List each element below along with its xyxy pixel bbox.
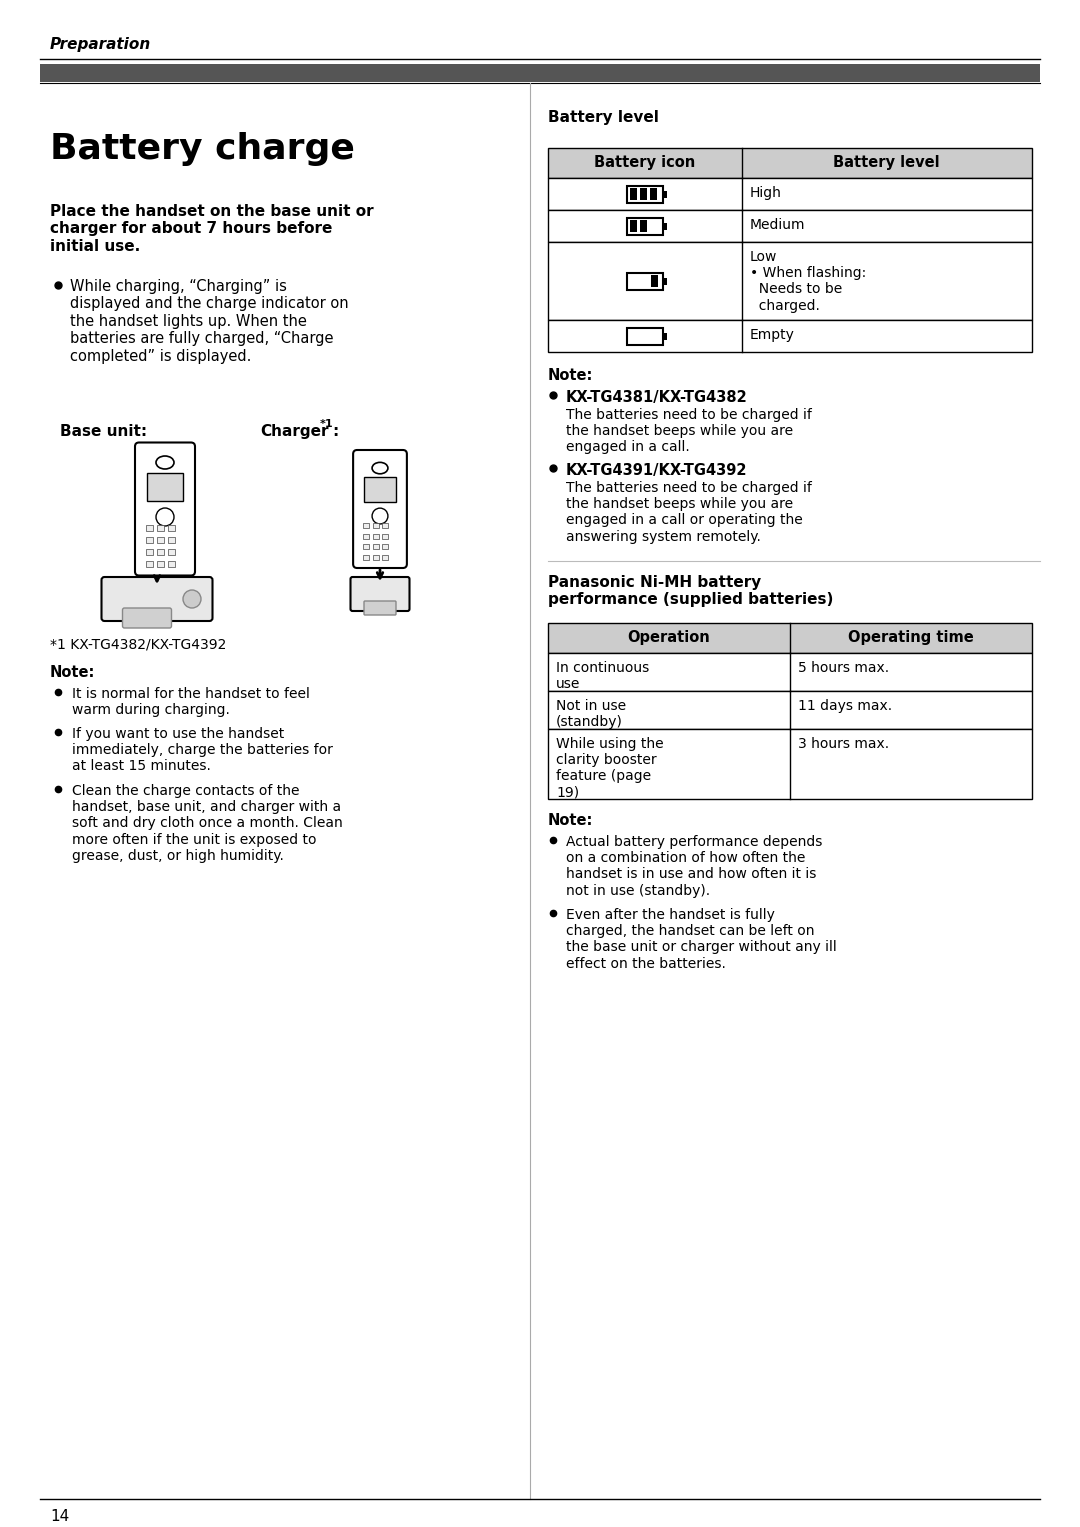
Text: KX-TG4381/KX-TG4382: KX-TG4381/KX-TG4382	[566, 389, 747, 405]
Text: The batteries need to be charged if
the handset beeps while you are
engaged in a: The batteries need to be charged if the …	[566, 481, 812, 544]
Text: Medium: Medium	[750, 218, 805, 232]
Bar	[146, 538, 152, 544]
Bar	[146, 550, 152, 554]
Bar	[363, 524, 369, 528]
Bar	[167, 525, 175, 531]
Bar	[157, 525, 163, 531]
Text: Operating time: Operating time	[848, 631, 974, 644]
Text: Operation: Operation	[627, 631, 711, 644]
Bar	[157, 538, 163, 544]
Bar	[167, 550, 175, 554]
Bar	[40, 64, 1040, 82]
Bar	[548, 728, 1032, 799]
Bar	[626, 272, 663, 290]
FancyBboxPatch shape	[102, 577, 213, 621]
Text: Battery level: Battery level	[548, 110, 659, 125]
Bar	[630, 188, 637, 200]
Text: Note:: Note:	[548, 812, 593, 828]
Bar	[663, 333, 666, 339]
Bar	[373, 524, 379, 528]
Text: Charger: Charger	[260, 425, 328, 438]
Bar	[626, 217, 663, 235]
Bar	[548, 654, 1032, 692]
Bar	[146, 525, 152, 531]
FancyBboxPatch shape	[364, 602, 396, 615]
Bar	[651, 275, 658, 287]
Bar	[663, 223, 666, 229]
Bar	[157, 560, 163, 567]
Bar	[548, 692, 1032, 728]
Text: KX-TG4391/KX-TG4392: KX-TG4391/KX-TG4392	[566, 463, 747, 478]
Bar	[382, 524, 389, 528]
Text: It is normal for the handset to feel
warm during charging.: It is normal for the handset to feel war…	[72, 687, 310, 718]
Bar	[382, 544, 389, 550]
Text: 3 hours max.: 3 hours max.	[798, 738, 889, 751]
Bar	[548, 211, 1032, 241]
Text: Battery icon: Battery icon	[594, 156, 696, 169]
Text: Preparation: Preparation	[50, 37, 151, 52]
Text: While charging, “Charging” is
displayed and the charge indicator on
the handset : While charging, “Charging” is displayed …	[70, 279, 349, 363]
Bar	[548, 623, 1032, 654]
Text: Clean the charge contacts of the
handset, base unit, and charger with a
soft and: Clean the charge contacts of the handset…	[72, 783, 342, 863]
Text: The batteries need to be charged if
the handset beeps while you are
engaged in a: The batteries need to be charged if the …	[566, 408, 812, 455]
Text: In continuous
use: In continuous use	[556, 661, 649, 692]
Bar	[157, 550, 163, 554]
FancyBboxPatch shape	[135, 443, 195, 576]
Bar	[146, 560, 152, 567]
Bar	[548, 179, 1032, 211]
Bar	[639, 220, 647, 232]
Text: Base unit:: Base unit:	[60, 425, 147, 438]
Text: Note:: Note:	[548, 368, 593, 383]
Text: High: High	[750, 186, 782, 200]
Bar	[650, 188, 657, 200]
Bar	[373, 544, 379, 550]
Text: 5 hours max.: 5 hours max.	[798, 661, 889, 675]
Text: While using the
clarity booster
feature (page
19): While using the clarity booster feature …	[556, 738, 663, 800]
Text: If you want to use the handset
immediately, charge the batteries for
at least 15: If you want to use the handset immediate…	[72, 727, 333, 773]
Bar	[147, 473, 183, 501]
Text: Place the handset on the base unit or
charger for about 7 hours before
initial u: Place the handset on the base unit or ch…	[50, 205, 374, 253]
Bar	[363, 554, 369, 560]
Text: 11 days max.: 11 days max.	[798, 699, 892, 713]
Bar	[548, 321, 1032, 353]
Text: 14: 14	[50, 1509, 69, 1524]
Text: *1 KX-TG4382/KX-TG4392: *1 KX-TG4382/KX-TG4392	[50, 637, 227, 651]
Text: *1: *1	[320, 418, 334, 429]
Text: Actual battery performance depends
on a combination of how often the
handset is : Actual battery performance depends on a …	[566, 835, 822, 898]
Bar	[548, 148, 1032, 179]
Bar	[626, 327, 663, 345]
FancyBboxPatch shape	[122, 608, 172, 628]
Text: Panasonic Ni-MH battery
performance (supplied batteries): Panasonic Ni-MH battery performance (sup…	[548, 576, 834, 608]
Bar	[382, 554, 389, 560]
Bar	[663, 191, 666, 197]
Bar	[663, 278, 666, 284]
Bar	[167, 560, 175, 567]
Text: :: :	[332, 425, 338, 438]
Bar	[167, 538, 175, 544]
Text: Battery level: Battery level	[834, 156, 940, 169]
FancyBboxPatch shape	[353, 450, 407, 568]
Text: Note:: Note:	[50, 664, 95, 680]
Bar	[626, 185, 663, 203]
Bar	[363, 544, 369, 550]
Text: Even after the handset is fully
charged, the handset can be left on
the base uni: Even after the handset is fully charged,…	[566, 909, 837, 971]
Circle shape	[373, 508, 388, 524]
Bar	[373, 533, 379, 539]
Ellipse shape	[373, 463, 388, 473]
Text: Battery charge: Battery charge	[50, 131, 355, 166]
Bar	[548, 241, 1032, 321]
Bar	[382, 533, 389, 539]
Bar	[630, 220, 637, 232]
Bar	[373, 554, 379, 560]
Text: Not in use
(standby): Not in use (standby)	[556, 699, 626, 730]
Circle shape	[156, 508, 174, 525]
Bar	[363, 533, 369, 539]
Bar	[639, 188, 647, 200]
Text: Empty: Empty	[750, 328, 795, 342]
Bar	[364, 478, 396, 502]
Ellipse shape	[156, 457, 174, 469]
Circle shape	[183, 589, 201, 608]
FancyBboxPatch shape	[351, 577, 409, 611]
Text: Low
• When flashing:
  Needs to be
  charged.: Low • When flashing: Needs to be charged…	[750, 250, 866, 313]
